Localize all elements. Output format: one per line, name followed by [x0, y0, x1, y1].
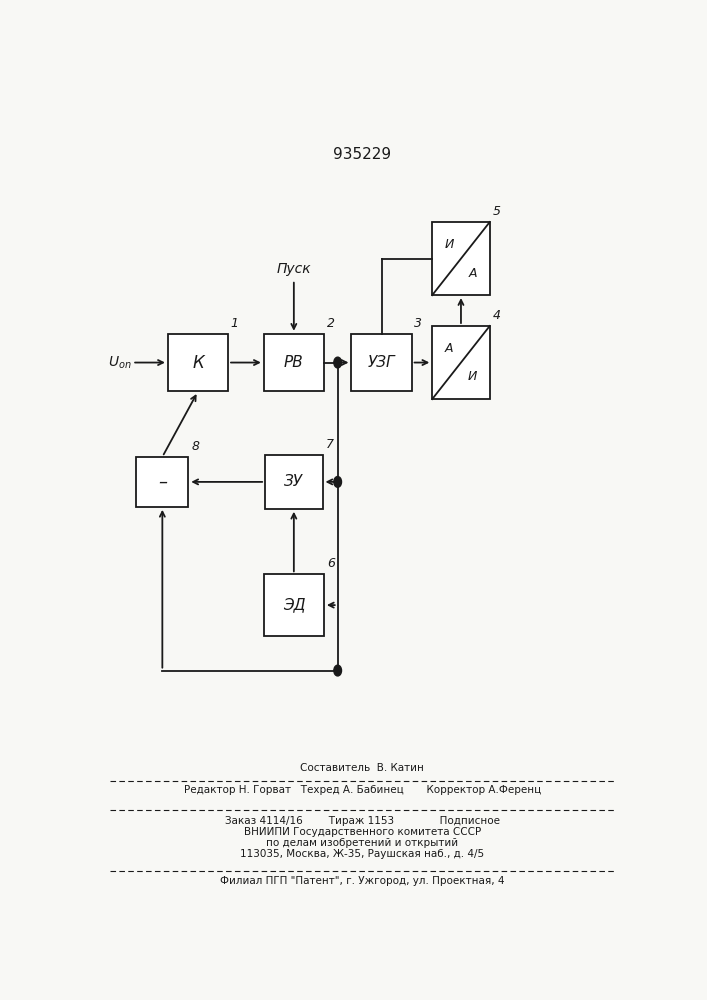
Circle shape [334, 665, 341, 676]
Text: ЗУ: ЗУ [284, 474, 303, 489]
Text: РВ: РВ [284, 355, 304, 370]
Text: А: А [445, 342, 454, 355]
Text: Филиал ПГП "Патент", г. Ужгород, ул. Проектная, 4: Филиал ПГП "Патент", г. Ужгород, ул. Про… [220, 876, 505, 886]
Text: А: А [468, 267, 477, 280]
Text: Редактор Н. Горват   Техред А. Бабинец       Корректор А.Ференц: Редактор Н. Горват Техред А. Бабинец Кор… [184, 785, 541, 795]
Text: 3: 3 [414, 317, 422, 330]
FancyBboxPatch shape [432, 326, 490, 399]
Text: 8: 8 [191, 440, 199, 453]
Text: 4: 4 [493, 309, 501, 322]
Text: Пуск: Пуск [276, 262, 311, 276]
Text: по делам изобретений и открытий: по делам изобретений и открытий [267, 838, 458, 848]
Circle shape [334, 357, 341, 368]
Text: И: И [468, 370, 477, 383]
Text: $U_{on}$: $U_{on}$ [107, 354, 132, 371]
FancyBboxPatch shape [265, 455, 322, 509]
Text: ВНИИПИ Государственного комитета СССР: ВНИИПИ Государственного комитета СССР [244, 827, 481, 837]
Text: –: – [158, 473, 167, 491]
Text: 7: 7 [325, 438, 334, 451]
Text: 1: 1 [231, 317, 239, 330]
FancyBboxPatch shape [168, 334, 228, 391]
Text: Составитель  В. Катин: Составитель В. Катин [300, 763, 424, 773]
FancyBboxPatch shape [264, 574, 324, 636]
Text: 6: 6 [327, 557, 334, 570]
Text: 2: 2 [327, 317, 334, 330]
Text: 935229: 935229 [333, 147, 392, 162]
Text: 113035, Москва, Ж-35, Раушская наб., д. 4/5: 113035, Москва, Ж-35, Раушская наб., д. … [240, 849, 484, 859]
Circle shape [334, 477, 341, 487]
Text: УЗГ: УЗГ [368, 355, 395, 370]
Text: Заказ 4114/16        Тираж 1153              Подписное: Заказ 4114/16 Тираж 1153 Подписное [225, 816, 500, 826]
FancyBboxPatch shape [264, 334, 324, 391]
FancyBboxPatch shape [432, 222, 490, 295]
Text: ЭД: ЭД [283, 598, 305, 613]
FancyBboxPatch shape [136, 457, 188, 507]
Text: И: И [445, 238, 454, 251]
Text: К: К [192, 354, 204, 372]
Text: 5: 5 [493, 205, 501, 218]
FancyBboxPatch shape [351, 334, 411, 391]
